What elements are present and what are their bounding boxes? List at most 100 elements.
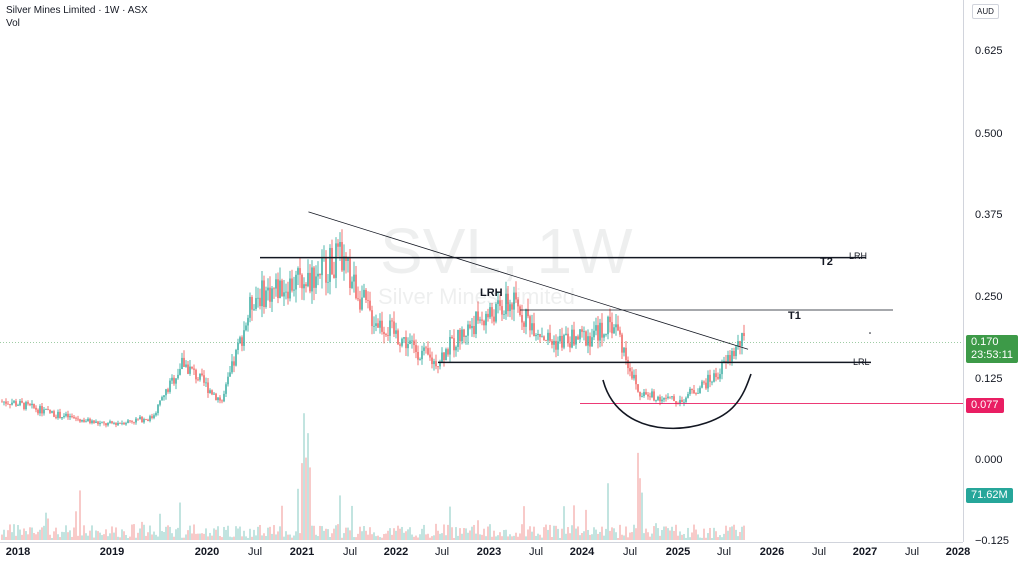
volume-bar <box>49 534 51 540</box>
volume-bar <box>35 534 37 540</box>
candle-body <box>27 402 29 404</box>
candle-body <box>683 401 685 403</box>
volume-bar <box>413 536 415 540</box>
candle-body <box>623 347 625 353</box>
volume-bar <box>349 530 351 540</box>
volume-bar <box>417 537 419 540</box>
volume-bar <box>695 529 697 540</box>
volume-bar <box>583 531 585 540</box>
volume-bar <box>375 536 377 540</box>
candle-body <box>63 415 65 418</box>
candle-body <box>547 332 549 341</box>
candle-body <box>185 364 187 367</box>
candle-body <box>349 258 351 288</box>
volume-bar <box>227 525 229 540</box>
candle-body <box>47 409 49 410</box>
candle-body <box>73 416 75 418</box>
candle-body <box>695 393 697 394</box>
level-price-badge: 0.077 <box>966 398 1004 413</box>
volume-bar <box>543 527 545 540</box>
candle-body <box>713 373 715 382</box>
candle-body <box>127 420 129 424</box>
candle-body <box>731 350 733 362</box>
candle-body <box>413 340 415 346</box>
volume-bar <box>127 537 129 540</box>
volume-bar <box>385 533 387 540</box>
candle-body <box>467 324 469 336</box>
volume-bar <box>729 527 731 540</box>
volume-bar <box>39 529 41 540</box>
price-axis[interactable] <box>963 0 1024 542</box>
volume-bar <box>457 535 459 540</box>
candle-body <box>691 388 693 391</box>
volume-bar <box>693 524 695 540</box>
candle-body <box>543 336 545 341</box>
candle-body <box>611 322 613 334</box>
candle-body <box>385 334 387 336</box>
candle-body <box>239 337 241 343</box>
volume-bar <box>359 526 361 540</box>
volume-bar <box>87 535 89 540</box>
volume-bar <box>485 536 487 540</box>
volume-bar <box>711 537 713 540</box>
candle-body <box>11 402 13 405</box>
volume-bar <box>409 527 411 540</box>
volume-bar <box>389 528 391 540</box>
volume-bar <box>481 534 483 540</box>
candle-body <box>163 395 165 398</box>
candle-body <box>505 293 507 315</box>
volume-bar <box>593 527 595 540</box>
volume-bar <box>321 526 323 540</box>
candle-body <box>99 422 101 425</box>
candle-body <box>179 369 181 375</box>
volume-bar <box>361 531 363 540</box>
candle-body <box>465 335 467 337</box>
volume-legend[interactable]: Vol <box>6 18 20 29</box>
volume-bar <box>395 530 397 540</box>
candle-body <box>685 397 687 402</box>
candle-body <box>263 280 265 307</box>
volume-bar <box>615 532 617 540</box>
candle-body <box>79 419 81 422</box>
volume-bar <box>143 524 145 540</box>
candle-body <box>223 393 225 402</box>
candle-body <box>151 416 153 418</box>
volume-bar <box>713 527 715 540</box>
price-tick-label: 0.625 <box>975 45 1003 57</box>
volume-bar <box>167 525 169 540</box>
candle-body <box>599 322 601 341</box>
candle-body <box>637 384 639 392</box>
price-tick-label: 0.125 <box>975 373 1003 385</box>
candle-body <box>137 418 139 420</box>
candle-body <box>241 337 243 346</box>
volume-bar <box>105 529 107 540</box>
candle-body <box>273 288 275 290</box>
volume-bar <box>229 536 231 540</box>
candle-body <box>633 374 635 379</box>
candle-body <box>215 393 217 401</box>
currency-label[interactable]: AUD <box>972 4 999 19</box>
candle-body <box>169 380 171 392</box>
volume-bar <box>531 531 533 540</box>
volume-bar <box>517 536 519 540</box>
candle-body <box>253 308 255 310</box>
candle-body <box>259 297 261 307</box>
time-axis[interactable] <box>0 542 963 563</box>
volume-bar <box>123 531 125 540</box>
price-tick-label: 0.250 <box>975 291 1003 303</box>
last-price-badge: 0.170 23:53:11 <box>966 335 1019 363</box>
candle-body <box>121 422 123 424</box>
candle-body <box>289 278 291 299</box>
volume-bar <box>557 528 559 540</box>
time-tick-label: 2025 <box>665 546 691 558</box>
candle-body <box>173 377 175 384</box>
price-tick-label: 0.375 <box>975 209 1003 221</box>
candle-body <box>31 403 33 406</box>
candle-body <box>559 335 561 342</box>
symbol-title[interactable]: Silver Mines Limited · 1W · ASX <box>6 5 148 16</box>
volume-bar <box>705 537 707 540</box>
volume-bar <box>41 527 43 540</box>
candle-body <box>51 411 53 413</box>
volume-bar <box>427 533 429 540</box>
